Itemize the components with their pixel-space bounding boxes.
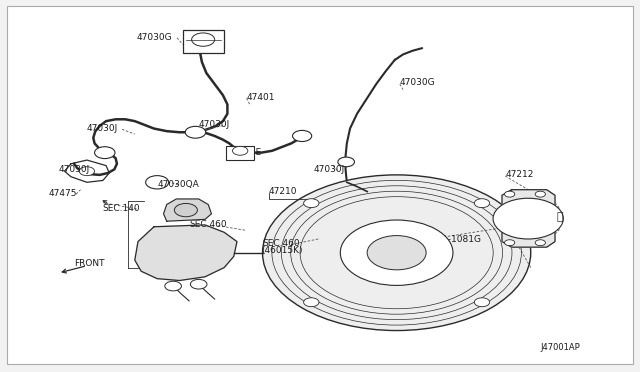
FancyBboxPatch shape xyxy=(7,6,633,364)
Circle shape xyxy=(504,191,515,197)
Text: 08911-1081G: 08911-1081G xyxy=(419,235,481,244)
Text: FRONT: FRONT xyxy=(74,259,104,268)
Text: (46015K): (46015K) xyxy=(261,246,303,255)
Circle shape xyxy=(303,298,319,307)
Text: 47210: 47210 xyxy=(269,187,298,196)
Circle shape xyxy=(535,240,545,246)
Text: SEC.140: SEC.140 xyxy=(103,204,141,213)
Text: 47030QA: 47030QA xyxy=(157,180,199,189)
Text: J47001AP: J47001AP xyxy=(540,343,580,352)
Circle shape xyxy=(262,175,531,331)
Polygon shape xyxy=(502,190,555,247)
Polygon shape xyxy=(135,225,237,280)
Circle shape xyxy=(146,176,169,189)
Text: SEC.460: SEC.460 xyxy=(262,239,300,248)
Text: 47030J: 47030J xyxy=(198,121,230,129)
Polygon shape xyxy=(164,199,211,221)
Circle shape xyxy=(174,203,197,217)
Text: 47030E: 47030E xyxy=(227,148,262,157)
Text: SEC.460: SEC.460 xyxy=(189,221,227,230)
Circle shape xyxy=(340,220,453,285)
Circle shape xyxy=(232,146,248,155)
Circle shape xyxy=(165,281,181,291)
Text: 47030G: 47030G xyxy=(400,78,435,87)
Text: 47212: 47212 xyxy=(505,170,534,179)
Circle shape xyxy=(185,126,205,138)
Text: 47030J: 47030J xyxy=(58,165,90,174)
Text: ( 4): ( 4) xyxy=(419,242,435,251)
Circle shape xyxy=(474,199,490,208)
Text: 47030G: 47030G xyxy=(136,33,172,42)
Circle shape xyxy=(367,235,426,270)
Circle shape xyxy=(95,147,115,158)
Circle shape xyxy=(535,191,545,197)
Text: 47401: 47401 xyxy=(246,93,275,102)
Circle shape xyxy=(191,33,214,46)
Bar xyxy=(226,146,254,160)
Text: Ⓝ: Ⓝ xyxy=(556,212,563,222)
Circle shape xyxy=(493,198,563,239)
Circle shape xyxy=(190,279,207,289)
Circle shape xyxy=(303,199,319,208)
Circle shape xyxy=(79,167,95,176)
Bar xyxy=(182,31,224,52)
Circle shape xyxy=(292,131,312,141)
Text: 47030J: 47030J xyxy=(314,165,345,174)
Circle shape xyxy=(504,240,515,246)
Text: 47030J: 47030J xyxy=(87,124,118,133)
Circle shape xyxy=(338,157,355,167)
Text: 47475: 47475 xyxy=(49,189,77,198)
Circle shape xyxy=(474,298,490,307)
